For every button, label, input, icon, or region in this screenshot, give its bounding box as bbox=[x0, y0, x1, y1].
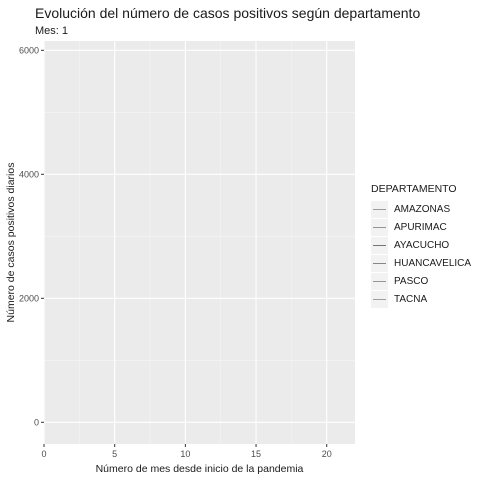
plot-panel bbox=[44, 41, 355, 444]
x-tick-label: 0 bbox=[41, 449, 46, 459]
legend-line-swatch bbox=[373, 280, 386, 282]
legend-key bbox=[371, 200, 388, 218]
legend-key bbox=[371, 254, 388, 272]
legend-key bbox=[371, 272, 388, 290]
legend-line-swatch bbox=[373, 262, 386, 264]
legend-line-swatch bbox=[373, 208, 386, 210]
legend-key bbox=[371, 236, 388, 254]
legend-item: PASCO bbox=[371, 272, 471, 290]
x-tick-label: 20 bbox=[322, 449, 332, 459]
legend-line-swatch bbox=[373, 298, 386, 300]
chart-subtitle: Mes: 1 bbox=[35, 25, 69, 37]
legend-label: AMAZONAS bbox=[394, 203, 451, 215]
x-tick-label: 15 bbox=[251, 449, 261, 459]
legend: DEPARTAMENTO AMAZONAS APURIMAC AYACUCHO HUA… bbox=[371, 183, 471, 308]
y-axis-title: Número de casos positivos diarios bbox=[5, 163, 17, 323]
chart-title: Evolución del número de casos positivos … bbox=[35, 5, 421, 21]
x-tick-label: 10 bbox=[180, 449, 190, 459]
legend-item: APURIMAC bbox=[371, 218, 471, 236]
x-tick-label: 5 bbox=[112, 449, 117, 459]
legend-title: DEPARTAMENTO bbox=[371, 183, 457, 195]
y-tick-label: 2000 bbox=[19, 293, 39, 303]
legend-label: TACNA bbox=[394, 293, 428, 305]
legend-line-swatch bbox=[373, 244, 386, 246]
y-tick-label: 0 bbox=[34, 417, 39, 427]
legend-item: HUANCAVELICA bbox=[371, 254, 471, 272]
y-tick-label: 6000 bbox=[19, 45, 39, 55]
x-axis-title: Número de mes desde inicio de la pandemi… bbox=[96, 463, 304, 475]
legend-label: PASCO bbox=[394, 275, 429, 287]
legend-line-swatch bbox=[373, 226, 386, 228]
legend-item: AMAZONAS bbox=[371, 200, 471, 218]
legend-item: TACNA bbox=[371, 290, 471, 308]
legend-label: APURIMAC bbox=[394, 221, 447, 233]
y-tick-label: 4000 bbox=[19, 169, 39, 179]
legend-label: HUANCAVELICA bbox=[394, 257, 472, 269]
legend-item: AYACUCHO bbox=[371, 236, 471, 254]
legend-key bbox=[371, 290, 388, 308]
legend-key bbox=[371, 218, 388, 236]
legend-label: AYACUCHO bbox=[394, 239, 450, 251]
